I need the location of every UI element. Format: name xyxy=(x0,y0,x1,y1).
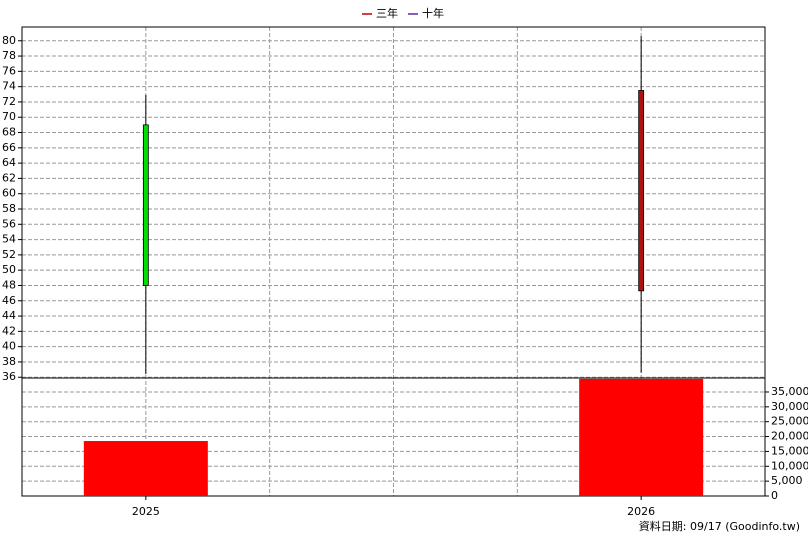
y2-tick-label: 0 xyxy=(771,489,778,502)
y-tick-label: 66 xyxy=(2,141,16,154)
y-tick-label: 64 xyxy=(2,156,16,169)
y-tick-label: 54 xyxy=(2,233,16,246)
volume-bar xyxy=(83,441,208,496)
y-tick-label: 48 xyxy=(2,278,16,291)
y2-tick-label: 5,000 xyxy=(771,474,803,487)
y-tick-label: 74 xyxy=(2,80,16,93)
footer: 資料日期: 09/17 (Goodinfo.tw) xyxy=(639,519,800,533)
candle-body xyxy=(638,90,645,292)
y-tick-label: 36 xyxy=(2,370,16,383)
y-tick-label: 44 xyxy=(2,309,16,322)
y-tick-label: 50 xyxy=(2,263,16,276)
y2-tick-label: 30,000 xyxy=(771,400,808,413)
y-tick-label: 56 xyxy=(2,217,16,230)
y-tick-label: 60 xyxy=(2,187,16,200)
y-tick-label: 78 xyxy=(2,49,16,62)
y2-tick-label: 15,000 xyxy=(771,444,808,457)
y-tick-label: 62 xyxy=(2,171,16,184)
y2-tick-label: 35,000 xyxy=(771,385,808,398)
y-tick-label: 70 xyxy=(2,110,16,123)
legend-label: 三年 xyxy=(376,6,398,20)
y-tick-label: 72 xyxy=(2,95,16,108)
y-tick-label: 42 xyxy=(2,324,16,337)
volume-frame xyxy=(21,377,766,497)
y-tick-label: 46 xyxy=(2,294,16,307)
y-tick-label: 68 xyxy=(2,126,16,139)
y-tick-label: 38 xyxy=(2,355,16,368)
candle-body xyxy=(142,124,149,286)
y-tick-label: 80 xyxy=(2,34,16,47)
x-tick-label: 2025 xyxy=(132,505,160,518)
legend-label: 十年 xyxy=(422,6,444,20)
y-tick-label: 40 xyxy=(2,340,16,353)
y-tick-label: 58 xyxy=(2,202,16,215)
y2-tick-label: 10,000 xyxy=(771,459,808,472)
y-tick-label: 52 xyxy=(2,248,16,261)
volume-bar xyxy=(579,378,704,496)
y2-tick-label: 20,000 xyxy=(771,430,808,443)
y2-tick-label: 25,000 xyxy=(771,415,808,428)
x-tick-label: 2026 xyxy=(627,505,655,518)
y-tick-label: 76 xyxy=(2,64,16,77)
